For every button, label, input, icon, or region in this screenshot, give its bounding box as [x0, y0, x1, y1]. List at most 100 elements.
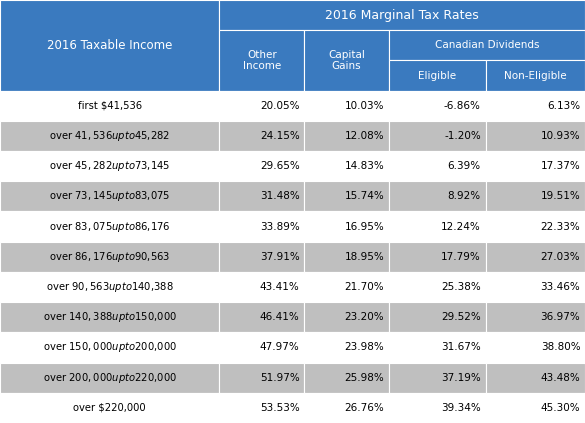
Bar	[389, 181, 486, 212]
Text: Other
Income: Other Income	[243, 49, 281, 71]
Text: 22.33%: 22.33%	[541, 222, 580, 232]
Text: -1.20%: -1.20%	[444, 131, 481, 141]
Text: over $90,563 up to $140,388: over $90,563 up to $140,388	[46, 280, 174, 294]
Bar	[389, 212, 486, 242]
Text: Non-Eligible: Non-Eligible	[504, 71, 567, 80]
Text: 26.76%: 26.76%	[345, 403, 384, 413]
Bar	[389, 30, 585, 60]
Bar	[304, 91, 389, 121]
Text: 23.20%: 23.20%	[345, 312, 384, 322]
Text: 25.98%: 25.98%	[345, 373, 384, 383]
Bar	[486, 272, 585, 302]
Bar	[219, 242, 304, 272]
Text: over $73,145 up to $83,075: over $73,145 up to $83,075	[49, 190, 170, 203]
Text: 45.30%: 45.30%	[541, 403, 580, 413]
Text: 37.91%: 37.91%	[260, 252, 300, 262]
Text: 43.41%: 43.41%	[260, 282, 300, 292]
Text: 16.95%: 16.95%	[345, 222, 384, 232]
Text: 23.98%: 23.98%	[345, 343, 384, 352]
Text: 46.41%: 46.41%	[260, 312, 300, 322]
Bar	[486, 151, 585, 181]
Text: over $200,000 up to $220,000: over $200,000 up to $220,000	[43, 371, 177, 385]
Text: Capital
Gains: Capital Gains	[328, 49, 365, 71]
Bar	[219, 272, 304, 302]
Bar	[389, 302, 486, 332]
Text: 12.24%: 12.24%	[441, 222, 481, 232]
Bar	[0, 393, 219, 423]
Bar	[486, 242, 585, 272]
Bar	[304, 151, 389, 181]
Text: 20.05%: 20.05%	[260, 101, 300, 111]
Text: Canadian Dividends: Canadian Dividends	[435, 40, 539, 50]
Bar	[486, 332, 585, 363]
Bar	[486, 393, 585, 423]
Bar	[0, 302, 219, 332]
Bar	[304, 181, 389, 212]
Bar	[0, 242, 219, 272]
Bar	[389, 393, 486, 423]
Bar	[304, 393, 389, 423]
Text: 29.65%: 29.65%	[260, 161, 300, 171]
Text: 10.93%: 10.93%	[541, 131, 580, 141]
Bar	[219, 212, 304, 242]
Bar	[0, 151, 219, 181]
Text: first $41,536: first $41,536	[78, 101, 142, 111]
Text: 47.97%: 47.97%	[260, 343, 300, 352]
Text: 31.48%: 31.48%	[260, 191, 300, 201]
Bar	[0, 272, 219, 302]
Text: 19.51%: 19.51%	[541, 191, 580, 201]
Bar	[389, 151, 486, 181]
Text: -6.86%: -6.86%	[444, 101, 481, 111]
Bar	[389, 60, 486, 91]
Bar	[304, 272, 389, 302]
Bar	[219, 91, 304, 121]
Bar	[389, 91, 486, 121]
Text: over $220,000: over $220,000	[73, 403, 146, 413]
Text: 29.52%: 29.52%	[441, 312, 481, 322]
Text: 37.19%: 37.19%	[441, 373, 481, 383]
Bar	[0, 0, 219, 91]
Text: 33.89%: 33.89%	[260, 222, 300, 232]
Text: 21.70%: 21.70%	[345, 282, 384, 292]
Text: 53.53%: 53.53%	[260, 403, 300, 413]
Bar	[219, 302, 304, 332]
Bar	[219, 332, 304, 363]
Bar	[389, 121, 486, 151]
Bar	[0, 212, 219, 242]
Text: over $41,536 up to $45,282: over $41,536 up to $45,282	[49, 129, 170, 143]
Bar	[389, 332, 486, 363]
Text: over $83,075 up to $86,176: over $83,075 up to $86,176	[49, 220, 170, 233]
Bar	[304, 242, 389, 272]
Bar	[486, 121, 585, 151]
Bar	[486, 363, 585, 393]
Bar	[0, 181, 219, 212]
Bar	[219, 121, 304, 151]
Bar	[219, 151, 304, 181]
Text: 24.15%: 24.15%	[260, 131, 300, 141]
Bar	[304, 30, 389, 91]
Bar	[0, 363, 219, 393]
Text: 2016 Marginal Tax Rates: 2016 Marginal Tax Rates	[325, 8, 479, 22]
Text: 8.92%: 8.92%	[448, 191, 481, 201]
Text: 43.48%: 43.48%	[541, 373, 580, 383]
Bar	[486, 181, 585, 212]
Text: 39.34%: 39.34%	[441, 403, 481, 413]
Text: 25.38%: 25.38%	[441, 282, 481, 292]
Text: over $45,282 up to $73,145: over $45,282 up to $73,145	[49, 159, 170, 173]
Text: 2016 Taxable Income: 2016 Taxable Income	[47, 39, 173, 52]
Bar	[304, 302, 389, 332]
Text: 36.97%: 36.97%	[541, 312, 580, 322]
Text: 6.39%: 6.39%	[448, 161, 481, 171]
Bar	[389, 242, 486, 272]
Bar	[389, 272, 486, 302]
Text: 6.13%: 6.13%	[547, 101, 580, 111]
Text: 17.79%: 17.79%	[441, 252, 481, 262]
Bar	[219, 30, 304, 91]
Text: over $86,176 up to $90,563: over $86,176 up to $90,563	[49, 250, 170, 264]
Bar	[304, 212, 389, 242]
Bar	[304, 363, 389, 393]
Text: 14.83%: 14.83%	[345, 161, 384, 171]
Bar	[304, 121, 389, 151]
Text: 27.03%: 27.03%	[541, 252, 580, 262]
Bar	[0, 332, 219, 363]
